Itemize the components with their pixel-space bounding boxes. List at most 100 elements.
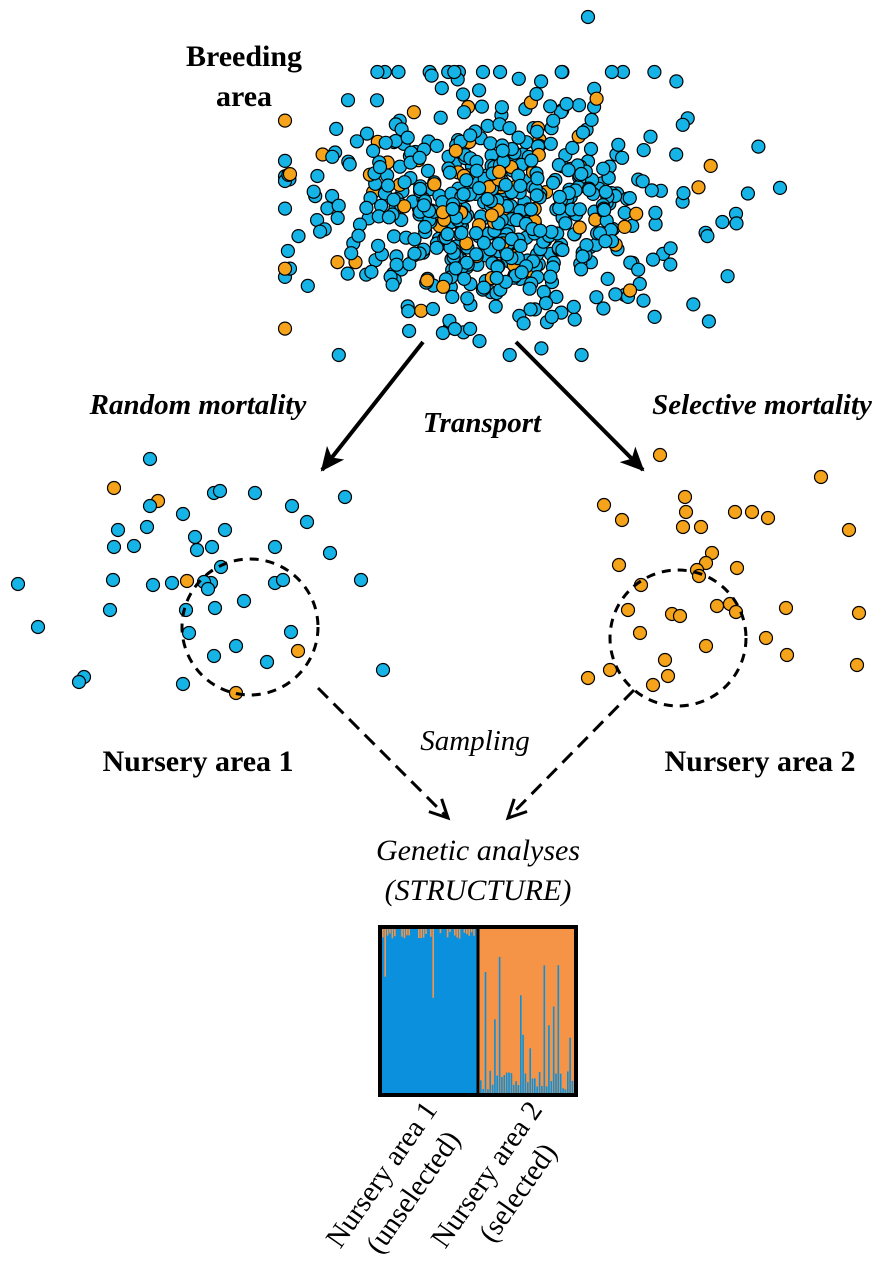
structure-bar-orange [463,929,466,933]
structure-bar-orange [406,929,408,936]
nursery-2-individual [851,605,867,621]
nursery-1-individual [259,654,275,670]
breeding-individual [306,184,321,199]
breeding-individual [546,113,561,128]
structure-bar-orange [391,929,394,939]
structure-bar-blue [548,1025,550,1093]
breeding-individual [669,147,684,162]
arrow-sampling-2 [505,688,636,821]
breeding-individual [472,181,487,196]
nursery-1-individual [212,483,228,499]
nursery-2-individual [693,519,709,535]
structure-bar-orange [432,929,434,998]
breeding-individual [372,160,388,175]
breeding-individual [447,64,462,80]
breeding-individual [400,130,415,145]
nursery-1-individual [175,506,191,522]
breeding-individual [331,198,346,213]
breeding-individual [325,149,340,164]
breeding-individual [772,180,788,195]
structure-bar-orange [468,929,470,936]
breeding-individual [472,83,487,98]
structure-bar-blue [520,995,522,1093]
breeding-individual [406,105,421,120]
nursery-2-individual [727,504,743,520]
breeding-individual [277,261,293,276]
structure-bar-orange [439,929,442,934]
structure-bar-orange [382,929,384,938]
nursery-1-individual [353,572,369,588]
breeding-individual [277,113,293,128]
breeding-individual [329,121,344,136]
breeding-individual [703,158,718,173]
breeding-individual [420,273,435,288]
breeding-individual [622,191,637,206]
breeding-individual [397,199,412,214]
structure-bar-blue [541,1085,543,1093]
breeding-individual [397,175,412,190]
nursery-1-individual [105,572,121,588]
breeding-individual [715,214,730,230]
structure-bar-blue [508,1072,510,1093]
structure-bar-orange [456,929,458,938]
nursery-2-individual [678,504,694,520]
nursery-1-individual [10,576,26,592]
breeding-individual [433,110,448,125]
breeding-individual [647,64,662,80]
selective-mortality-label: Selective mortality [652,389,872,421]
breeding-individual [277,321,293,336]
nursery-1-individual [164,575,180,591]
random-mortality-label: Random mortality [89,389,307,421]
structure-bar-orange [403,929,406,939]
breeding-individual [524,153,539,168]
structure-bar-orange [401,929,403,937]
breeding-individual [476,280,491,295]
structure-bar-orange [422,929,425,938]
nursery-1-individual [102,602,118,618]
nursery-1-individual [206,648,222,664]
breeding-individual [425,301,440,317]
structure-bar-blue [557,965,560,1093]
nursery-1-individual [175,676,191,692]
structure-bar-blue [491,1084,494,1093]
breeding-individual [389,257,404,272]
nursery-2-individual [645,677,661,693]
breeding-individual [386,229,402,244]
nursery-2-individual [758,630,774,646]
breeding-individual [434,80,449,96]
structure-bar-blue [484,972,487,1093]
breeding-individual [440,227,455,242]
breeding-individual [529,188,544,203]
breeding-individual [480,191,495,207]
structure-bar-orange [394,929,396,937]
nursery-1-individual [267,539,283,555]
breeding-individual [277,153,293,168]
structure-bar-orange [425,929,427,934]
structure-bar-orange [473,929,475,936]
breeding-individual [457,271,472,286]
breeding-individual [484,208,499,223]
breeding-individual [523,202,539,217]
breeding-individual [589,290,604,305]
breeding-individual [643,129,658,144]
breeding-individual [386,192,401,207]
breeding-individual [495,143,510,158]
breeding-individual [459,173,474,188]
nursery-2-individual [652,447,668,463]
breeding-individual [427,177,442,192]
nursery-1-individual [189,542,205,558]
breeding-individual [448,261,463,276]
nursery-area-1-individuals [10,451,391,701]
nursery-1-individual [337,489,353,505]
structure-bar-blue [529,1048,531,1093]
arrow-random-mortality [320,340,425,472]
nursery-1-individual [200,581,216,597]
genetic-analyses-label: Genetic analyses [376,834,580,867]
breeding-individual [663,257,678,272]
structure-bar-blue [482,1089,484,1093]
breeding-individual [469,163,484,178]
breeding-individual [582,182,597,197]
breeding-individual [608,287,623,302]
breeding-individual [488,299,503,314]
breeding-individual [522,281,537,296]
